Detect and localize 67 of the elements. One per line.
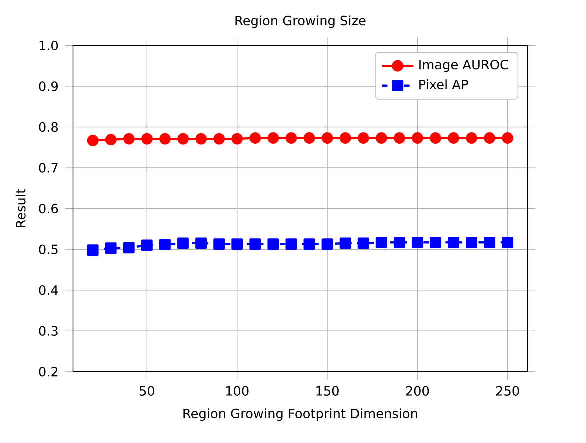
point — [141, 240, 153, 252]
point — [304, 238, 316, 250]
point — [105, 134, 117, 146]
point — [250, 238, 262, 250]
y-tick-label: 0.9 — [39, 82, 58, 92]
point — [430, 237, 442, 249]
point — [484, 132, 496, 144]
point — [502, 132, 514, 144]
point — [268, 132, 280, 144]
point — [178, 238, 189, 250]
y-tick-label: 0.7 — [39, 163, 58, 174]
legend-label: Image AUROC — [420, 60, 508, 72]
x-tick-label: 200 — [406, 386, 430, 396]
y-tick-label: 0.4 — [39, 286, 58, 296]
point — [232, 238, 244, 250]
point — [502, 237, 514, 249]
point — [322, 132, 334, 144]
y-tick-label: 0.8 — [39, 122, 58, 132]
point — [466, 237, 478, 249]
point — [340, 238, 352, 250]
point — [358, 132, 370, 144]
point — [105, 242, 117, 254]
x-axis-title: Region Growing Footprint Dimension — [184, 408, 418, 422]
point — [160, 134, 171, 145]
point — [304, 132, 316, 144]
legend-label: Pixel AP — [420, 80, 468, 90]
point — [232, 134, 244, 145]
point — [394, 237, 406, 249]
x-tick-label: 250 — [496, 386, 520, 396]
point — [87, 135, 99, 147]
point — [123, 242, 135, 254]
point — [141, 134, 153, 145]
point — [214, 134, 226, 145]
point — [376, 237, 388, 249]
point — [286, 238, 298, 250]
point — [376, 132, 388, 144]
point — [196, 134, 207, 145]
y-axis-title: Result — [16, 189, 26, 228]
point — [484, 237, 496, 249]
y-tick-label: 1.0 — [40, 41, 58, 51]
point — [358, 238, 370, 250]
point — [178, 134, 189, 145]
point — [412, 132, 424, 144]
point — [286, 132, 298, 144]
point — [466, 132, 478, 144]
x-tick-label: 50 — [140, 386, 154, 396]
point — [394, 132, 406, 144]
y-tick-label: 0.3 — [39, 326, 58, 336]
x-tick-label: 100 — [226, 386, 249, 396]
point — [250, 132, 262, 144]
point — [340, 132, 352, 144]
point — [87, 244, 99, 256]
point — [123, 134, 135, 145]
point — [322, 238, 334, 250]
y-tick-label: 0.5 — [39, 244, 58, 255]
point — [448, 132, 460, 144]
x-tick-label: 150 — [316, 386, 339, 396]
point — [268, 238, 280, 250]
point — [214, 238, 226, 250]
point — [160, 239, 171, 251]
y-tick-label: 0.2 — [39, 367, 58, 377]
point — [412, 237, 424, 249]
point — [448, 237, 460, 249]
point — [430, 132, 442, 144]
point — [196, 238, 207, 250]
chart-title: Region Growing Size — [236, 16, 366, 28]
y-tick-label: 0.6 — [39, 204, 58, 214]
